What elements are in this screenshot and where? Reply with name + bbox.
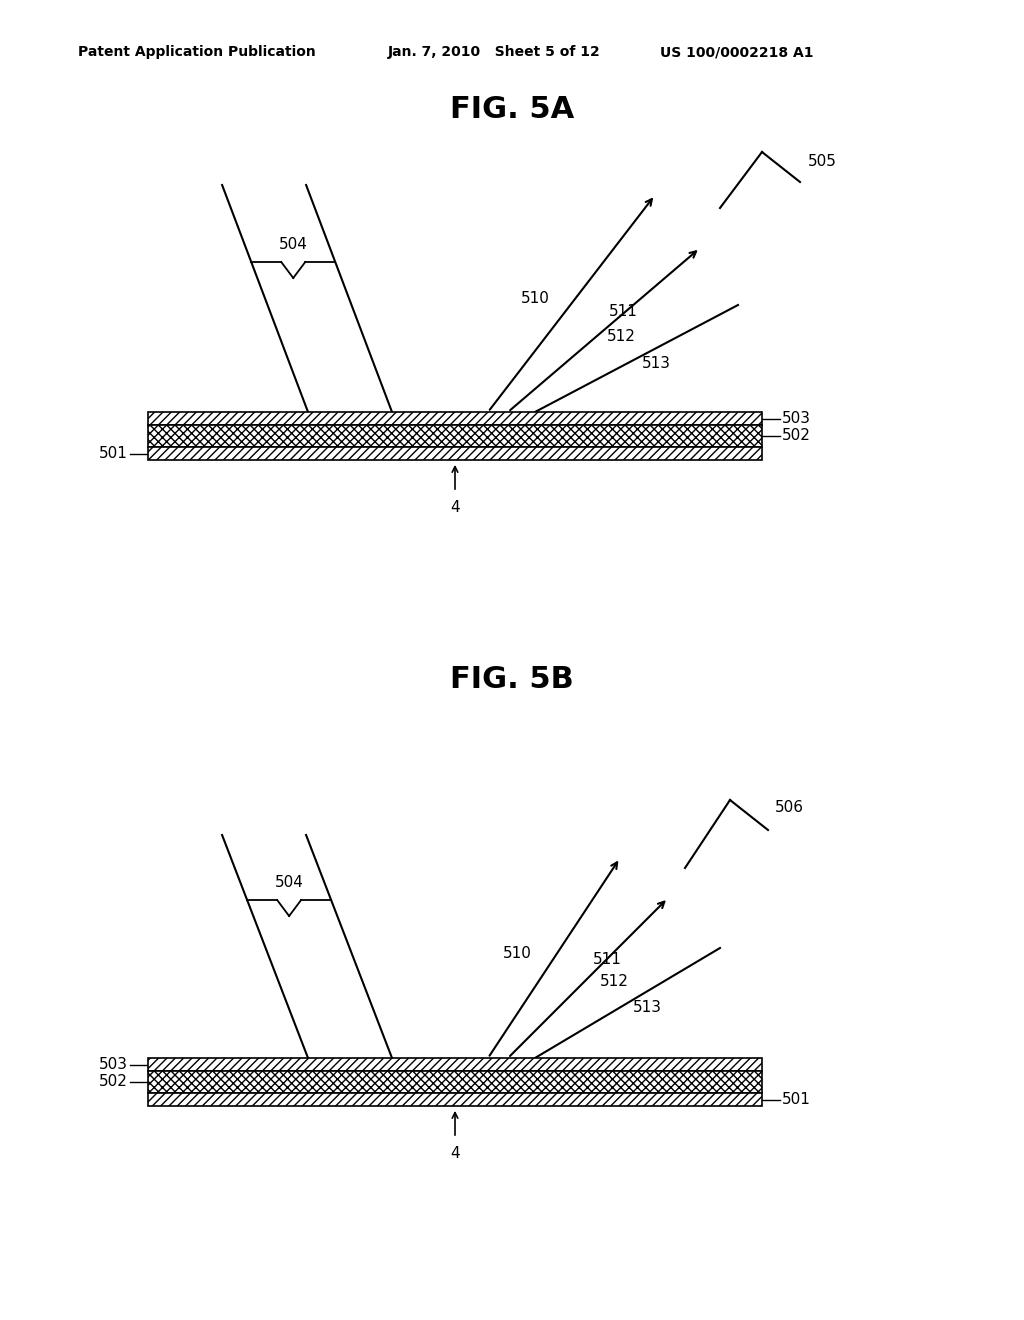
- Bar: [148, 425, 762, 447]
- Text: Jan. 7, 2010   Sheet 5 of 12: Jan. 7, 2010 Sheet 5 of 12: [388, 45, 601, 59]
- Text: Patent Application Publication: Patent Application Publication: [78, 45, 315, 59]
- Bar: [148, 1093, 762, 1106]
- Bar: [148, 1071, 762, 1093]
- Text: 513: 513: [641, 356, 671, 371]
- Text: 502: 502: [782, 429, 811, 444]
- Text: 505: 505: [808, 154, 837, 169]
- Bar: [148, 412, 762, 425]
- Text: FIG. 5B: FIG. 5B: [451, 665, 573, 694]
- Bar: [148, 412, 762, 425]
- Bar: [148, 447, 762, 459]
- Bar: [148, 447, 762, 459]
- Text: 4: 4: [451, 1146, 460, 1162]
- Text: 501: 501: [782, 1092, 811, 1107]
- Text: 504: 504: [279, 238, 307, 252]
- Text: 504: 504: [274, 875, 303, 890]
- Text: 512: 512: [599, 974, 629, 989]
- Text: 502: 502: [99, 1074, 128, 1089]
- Text: 501: 501: [99, 446, 128, 461]
- Text: 503: 503: [99, 1057, 128, 1072]
- Text: 512: 512: [606, 329, 635, 345]
- Text: 510: 510: [520, 290, 550, 306]
- Text: 513: 513: [633, 1001, 662, 1015]
- Text: 511: 511: [609, 305, 638, 319]
- Bar: [148, 425, 762, 447]
- Text: 503: 503: [782, 411, 811, 426]
- Text: 511: 511: [593, 953, 622, 968]
- Text: US 100/0002218 A1: US 100/0002218 A1: [660, 45, 813, 59]
- Bar: [148, 1071, 762, 1093]
- Text: 4: 4: [451, 500, 460, 515]
- Bar: [148, 1059, 762, 1071]
- Text: FIG. 5A: FIG. 5A: [450, 95, 574, 124]
- Bar: [148, 1093, 762, 1106]
- Text: 506: 506: [775, 800, 804, 816]
- Bar: [148, 1059, 762, 1071]
- Text: 510: 510: [503, 945, 532, 961]
